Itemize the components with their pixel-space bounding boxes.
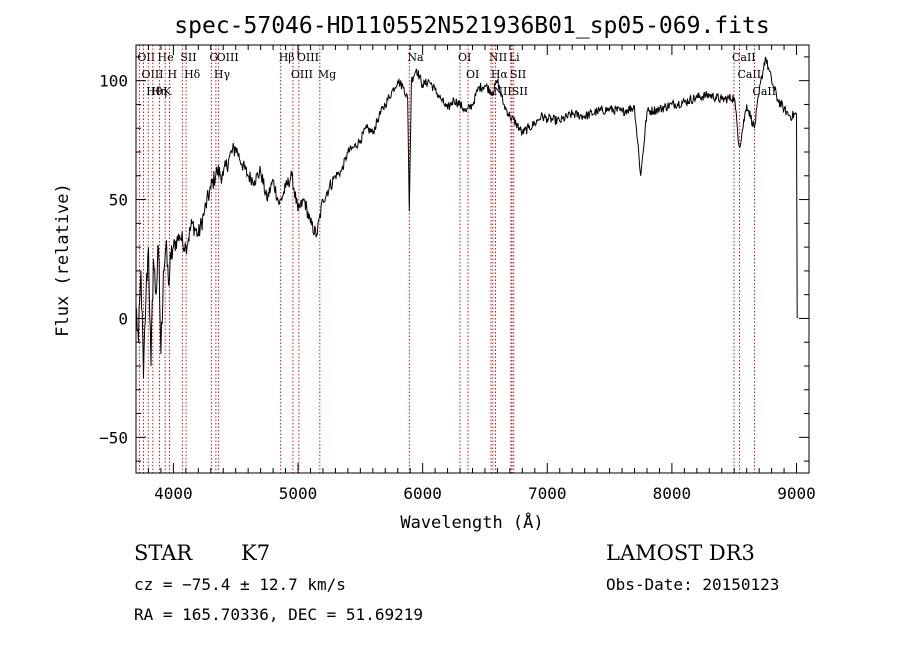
x-tick-label: 8000 <box>653 484 692 503</box>
chart-title: spec-57046-HD110552N521936B01_sp05-069.f… <box>174 13 769 39</box>
line-id-label: CaII <box>732 51 756 64</box>
spectrum-line <box>135 56 798 378</box>
line-id-label: SII <box>510 68 526 81</box>
x-tick-label: 4000 <box>154 484 193 503</box>
line-id-label: SII <box>512 85 528 98</box>
plot-frame <box>135 44 810 474</box>
line-id-label: NII <box>493 85 511 98</box>
object-class: STAR <box>134 541 193 565</box>
line-id-label: Na <box>407 51 424 64</box>
redshift-cz: cz = −75.4 ± 12.7 km/s <box>134 575 346 594</box>
line-id-label: OIII <box>297 51 319 64</box>
line-id-label: SII <box>180 51 196 64</box>
line-id-label: He <box>158 51 174 64</box>
y-tick-label: 100 <box>99 72 128 91</box>
line-id-label: Li <box>509 51 520 64</box>
x-tick-label: 9000 <box>777 484 816 503</box>
x-tick-label: 6000 <box>403 484 442 503</box>
line-id-label: Hη <box>151 85 167 98</box>
survey-name: LAMOST DR3 <box>606 541 755 565</box>
line-id-label: Mg <box>318 68 336 81</box>
x-tick-label: 7000 <box>528 484 567 503</box>
line-id-label: NII <box>489 51 507 64</box>
y-tick-label: 0 <box>118 309 128 328</box>
line-id-label: K <box>163 85 172 98</box>
y-tick-label: 50 <box>109 191 128 210</box>
line-id-label: H <box>168 68 178 81</box>
x-axis-label: Wavelength (Å) <box>400 511 543 533</box>
y-axis: −50 0 50 100 <box>99 56 809 462</box>
y-axis-label: Flux (relative) <box>53 183 73 337</box>
line-id-label: OI <box>466 68 479 81</box>
line-id-label: CaII <box>752 85 776 98</box>
line-id-label: OII <box>137 51 155 64</box>
y-tick-label: −50 <box>99 428 128 447</box>
line-id-label: Hβ <box>279 51 295 64</box>
obs-date: Obs-Date: 20150123 <box>606 575 779 594</box>
line-id-label: Hα <box>491 68 509 81</box>
spectrum-series <box>135 56 798 378</box>
line-id-label: Hδ <box>184 68 201 81</box>
line-id-label: Hθ <box>146 85 163 98</box>
object-subclass: K7 <box>241 541 270 565</box>
line-id-label: CaII <box>737 68 761 81</box>
line-id-label: OIII <box>291 68 313 81</box>
line-id-label: OI <box>458 51 471 64</box>
line-id-label: G <box>209 51 218 64</box>
x-tick-label: 5000 <box>279 484 318 503</box>
line-id-label: OIII <box>217 51 239 64</box>
x-axis: 4000 5000 6000 7000 8000 9000 <box>135 45 816 503</box>
ra-dec: RA = 165.70336, DEC = 51.69219 <box>134 605 423 624</box>
line-id-label: Hγ <box>214 68 231 81</box>
